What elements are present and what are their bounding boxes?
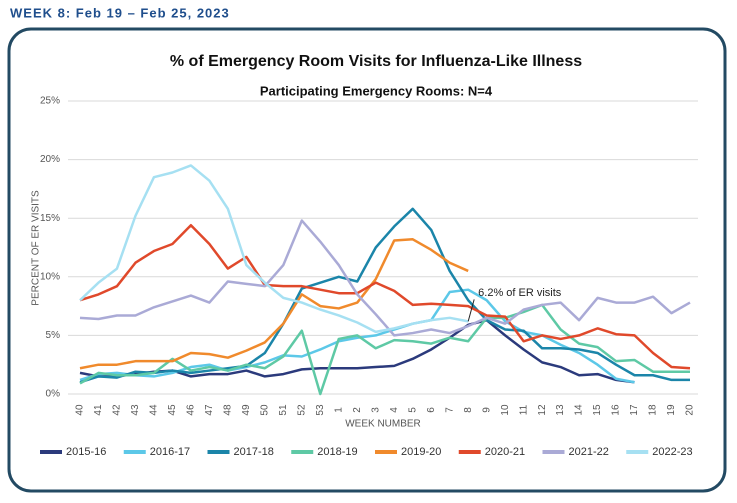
x-tick-label: 8 [463,407,474,413]
x-tick-label: 40 [75,404,86,416]
x-tick-label: 14 [574,404,585,416]
y-tick-label: 15% [40,213,60,224]
x-tick-label: 17 [629,404,640,416]
legend-label: 2021-22 [569,446,609,458]
x-tick-label: 1 [333,407,344,413]
y-tick-label: 20% [40,154,60,165]
x-tick-label: 43 [130,404,141,416]
legend-label: 2018-19 [317,446,357,458]
series-line [79,219,691,337]
legend-label: 2016-17 [150,446,190,458]
x-tick-label: 9 [481,407,492,413]
series-line [79,223,691,370]
x-tick-label: 4 [389,407,400,413]
x-tick-label: 48 [223,404,234,416]
x-tick-label: 18 [648,404,659,416]
x-tick-label: 5 [407,407,418,413]
x-tick-label: 42 [112,404,123,416]
legend-label: 2017-18 [234,446,274,458]
chart-title: % of Emergency Room Visits for Influenza… [170,53,582,70]
x-tick-label: 15 [592,404,603,416]
x-tick-label: 53 [315,404,326,416]
legend-label: 2022-23 [652,446,692,458]
y-tick-label: 10% [40,271,60,282]
x-tick-label: 51 [278,404,289,416]
legend-label: 2020-21 [485,446,525,458]
x-tick-label: 47 [204,404,215,416]
series-line [79,238,469,370]
y-axis-title: PERCENT OF ER VISITS [31,190,42,306]
x-tick-label: 41 [93,404,104,416]
x-tick-label: 52 [296,404,307,416]
y-tick-label: 5% [46,330,61,341]
x-tick-label: 7 [444,407,455,413]
legend-label: 2015-16 [66,446,106,458]
x-tick-label: 20 [685,404,696,416]
x-tick-label: 44 [149,404,160,416]
series-line [79,207,690,384]
x-axis-title: WEEK NUMBER [345,419,421,430]
y-tick-label: 25% [40,96,60,107]
page-header: WEEK 8: Feb 19 – Feb 25, 2023 [10,5,230,20]
x-tick-label: 13 [555,404,566,416]
annotation-pointer [467,299,475,322]
x-tick-label: 3 [370,407,381,413]
x-tick-label: 46 [186,404,197,416]
x-tick-label: 19 [666,404,677,416]
annotation: 6.2% of ER visits [478,287,562,299]
y-tick-label: 0% [46,389,61,400]
series-line [79,164,469,334]
x-tick-label: 16 [611,404,622,416]
series-line [79,303,690,396]
x-tick-label: 12 [537,404,548,416]
x-tick-label: 11 [518,404,529,415]
legend-label: 2019-20 [401,446,441,458]
x-tick-label: 50 [259,404,270,416]
x-tick-label: 10 [500,404,511,416]
x-tick-label: 2 [352,407,363,413]
x-tick-label: 45 [167,404,178,416]
x-tick-label: 49 [241,404,252,416]
chart-subtitle: Participating Emergency Rooms: N=4 [260,83,493,98]
x-tick-label: 6 [426,407,437,413]
